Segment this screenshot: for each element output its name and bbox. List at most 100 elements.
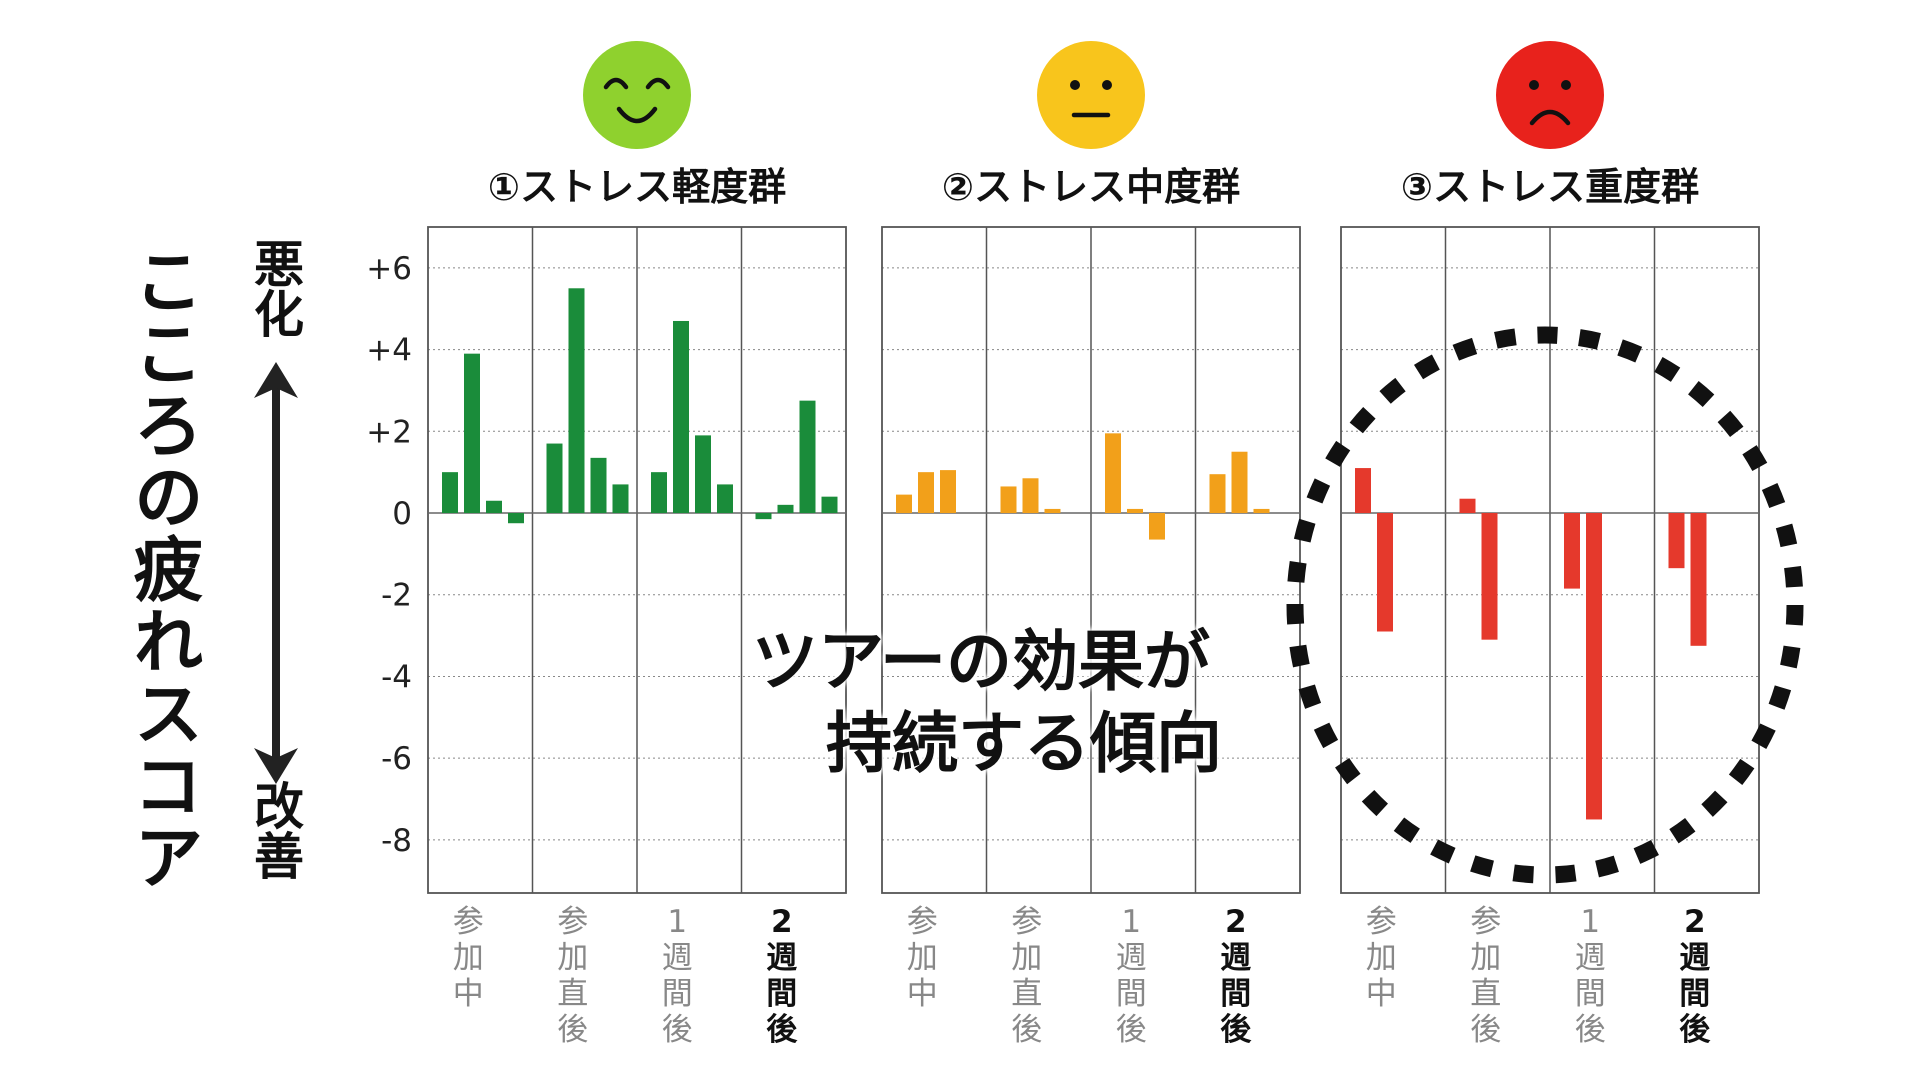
x-tick-label: 後 <box>1679 1012 1711 1048</box>
smile-face-icon <box>583 41 691 149</box>
bar <box>486 500 502 514</box>
x-tick-label: 直 <box>1011 976 1042 1012</box>
bar <box>896 494 912 514</box>
y-tick-label: -8 <box>381 823 412 859</box>
bar <box>1586 513 1602 820</box>
bar <box>1000 486 1017 514</box>
frown-mouth <box>1529 109 1571 126</box>
x-tick-label: 後 <box>1220 1012 1252 1048</box>
x-tick-label: 加 <box>453 940 484 976</box>
bar <box>717 484 733 514</box>
smile-mouth <box>616 106 658 124</box>
x-tick-label: 後 <box>1116 1012 1147 1048</box>
smile-eyes <box>603 77 671 90</box>
x-tick-label: 週 <box>1116 940 1147 976</box>
neutral-eye-left <box>1070 80 1080 90</box>
neutral-eye-right <box>1102 80 1112 90</box>
bar <box>1044 508 1061 514</box>
x-tick-label: 直 <box>1470 976 1501 1012</box>
direction-worse-label: 悪化 <box>246 238 304 338</box>
x-tick-label: 間 <box>1220 976 1251 1012</box>
x-tick-label: 参 <box>557 904 588 940</box>
x-tick-label: 中 <box>1366 976 1397 1012</box>
bar <box>442 472 458 514</box>
panel-title: ②ストレス中度群 <box>942 165 1240 209</box>
x-tick-label: 直 <box>557 976 588 1012</box>
x-tick-label: 1 <box>667 904 687 940</box>
x-tick-label: 2 <box>1225 904 1247 940</box>
frown-eye-left <box>1529 80 1539 90</box>
arrow-down-head <box>254 748 298 784</box>
x-tick-label: 参 <box>1011 904 1042 940</box>
direction-better-label: 改善 <box>246 780 304 880</box>
bar <box>1231 451 1248 514</box>
y-tick-label: -4 <box>381 659 412 695</box>
bar <box>940 470 956 514</box>
bar <box>1355 468 1371 514</box>
bar <box>777 504 794 514</box>
y-tick-label: -6 <box>381 741 412 777</box>
bar <box>612 484 629 514</box>
neutral-face-icon <box>1037 41 1145 149</box>
x-tick-label: 週 <box>1575 940 1606 976</box>
x-tick-label: 参 <box>1366 904 1397 940</box>
x-tick-label: 1 <box>1580 904 1600 940</box>
x-tick-label: 後 <box>557 1012 588 1048</box>
x-tick-label: 後 <box>1575 1012 1606 1048</box>
x-tick-label: 間 <box>662 976 693 1012</box>
bar <box>1209 474 1226 514</box>
frown-eye-right <box>1561 80 1571 90</box>
x-tick-label: 加 <box>557 940 588 976</box>
bar <box>755 513 772 520</box>
bar <box>1253 508 1270 514</box>
highlight-dotted-ellipse <box>1286 326 1804 884</box>
x-tick-label: 週 <box>1679 940 1710 976</box>
bar <box>1105 433 1121 514</box>
bar <box>1690 513 1707 646</box>
bar <box>1668 513 1685 569</box>
bar <box>1127 508 1143 514</box>
bar <box>673 320 689 514</box>
y-tick-label: +2 <box>366 414 412 450</box>
x-tick-label: 加 <box>1470 940 1501 976</box>
bar <box>1481 513 1498 640</box>
bar <box>568 288 585 514</box>
bar <box>651 472 667 514</box>
x-tick-label: 後 <box>766 1012 798 1048</box>
x-tick-label: 間 <box>1116 976 1147 1012</box>
bar <box>821 496 838 514</box>
x-tick-label: 週 <box>662 940 693 976</box>
y-tick-label: 0 <box>392 496 412 532</box>
x-tick-label: 2 <box>771 904 793 940</box>
x-tick-label: 加 <box>907 940 938 976</box>
x-tick-label: 中 <box>907 976 938 1012</box>
x-tick-label: 1 <box>1121 904 1141 940</box>
x-tick-label: 参 <box>907 904 938 940</box>
bar <box>546 443 563 514</box>
x-tick-label: 参 <box>1470 904 1501 940</box>
y-tick-label: +6 <box>366 251 412 287</box>
bar <box>1377 513 1393 632</box>
x-tick-label: 2 <box>1684 904 1706 940</box>
callout-line-1: ツアーの効果が <box>752 623 1211 700</box>
callout-line-2: 持続する傾向 <box>826 705 1222 782</box>
panel-title: ①ストレス軽度群 <box>488 165 786 209</box>
x-tick-label: 週 <box>1220 940 1251 976</box>
x-tick-label: 後 <box>1470 1012 1501 1048</box>
bar <box>590 457 607 514</box>
bar <box>464 353 480 514</box>
bar <box>799 400 816 514</box>
x-tick-label: 間 <box>766 976 797 1012</box>
y-axis-title: こころの疲れスコア <box>122 245 204 893</box>
x-tick-label: 週 <box>766 940 797 976</box>
frown-face-icon <box>1496 41 1604 149</box>
y-tick-label: -2 <box>381 578 412 614</box>
bar <box>918 472 934 514</box>
x-tick-label: 参 <box>453 904 484 940</box>
bar <box>1459 498 1476 514</box>
x-tick-label: 中 <box>453 976 484 1012</box>
